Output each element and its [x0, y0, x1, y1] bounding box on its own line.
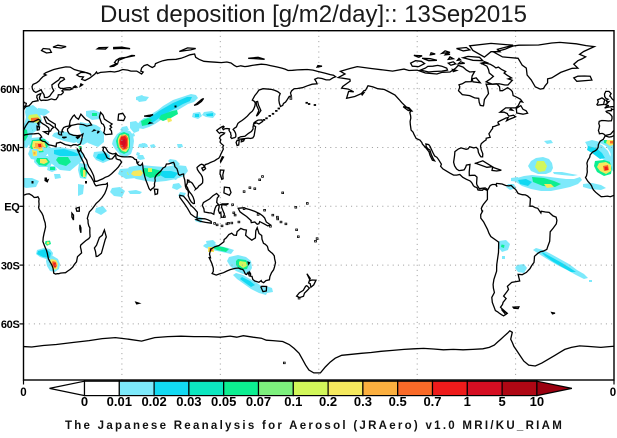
svg-text:0.07: 0.07: [246, 394, 271, 409]
svg-text:60S: 60S: [1, 319, 20, 331]
svg-text:0.7: 0.7: [423, 394, 441, 409]
svg-text:60N: 60N: [0, 84, 20, 96]
svg-text:0.03: 0.03: [176, 394, 201, 409]
svg-text:30S: 30S: [1, 260, 20, 272]
svg-text:0.01: 0.01: [107, 394, 132, 409]
svg-text:0.02: 0.02: [141, 394, 166, 409]
svg-text:5: 5: [498, 394, 505, 409]
svg-text:0: 0: [20, 387, 26, 399]
svg-text:EQ: EQ: [4, 202, 20, 214]
svg-text:0.3: 0.3: [354, 394, 372, 409]
svg-text:0.1: 0.1: [284, 394, 302, 409]
svg-text:0: 0: [81, 394, 88, 409]
svg-text:30N: 30N: [0, 143, 20, 155]
svg-text:0.2: 0.2: [319, 394, 337, 409]
svg-text:0.5: 0.5: [389, 394, 407, 409]
svg-text:10: 10: [530, 394, 544, 409]
svg-text:1: 1: [464, 394, 471, 409]
svg-text:0.05: 0.05: [211, 394, 236, 409]
svg-text:0: 0: [610, 387, 616, 399]
